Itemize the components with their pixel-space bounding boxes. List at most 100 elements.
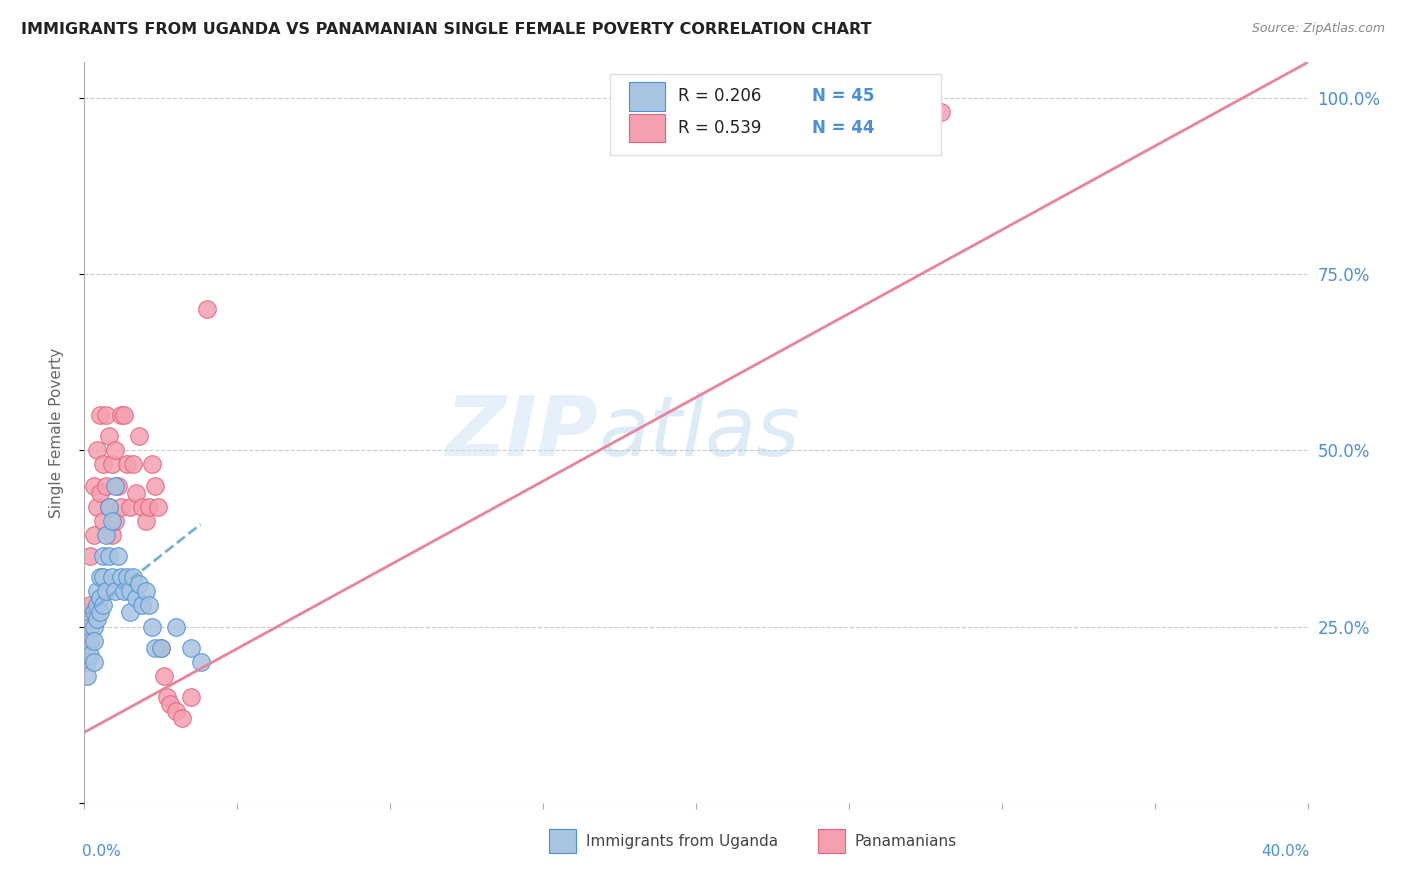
- Point: [104, 443, 127, 458]
- Point: [76, 669, 98, 683]
- Point: [146, 500, 169, 514]
- Point: [125, 591, 148, 606]
- Point: [112, 584, 135, 599]
- Text: Panamanians: Panamanians: [855, 834, 957, 849]
- Point: [159, 697, 181, 711]
- Point: [110, 500, 132, 514]
- Point: [89, 591, 111, 606]
- Point: [138, 599, 160, 613]
- Point: [180, 640, 202, 655]
- Point: [128, 429, 150, 443]
- Text: 40.0%: 40.0%: [1261, 844, 1310, 858]
- Point: [76, 655, 98, 669]
- Text: IMMIGRANTS FROM UGANDA VS PANAMANIAN SINGLE FEMALE POVERTY CORRELATION CHART: IMMIGRANTS FROM UGANDA VS PANAMANIAN SIN…: [21, 22, 872, 37]
- Point: [97, 500, 120, 514]
- Point: [97, 429, 120, 443]
- Point: [83, 528, 105, 542]
- Point: [94, 408, 117, 422]
- Point: [94, 478, 117, 492]
- Text: N = 45: N = 45: [813, 87, 875, 105]
- FancyBboxPatch shape: [628, 82, 665, 111]
- Point: [120, 500, 142, 514]
- Text: Immigrants from Uganda: Immigrants from Uganda: [586, 834, 778, 849]
- FancyBboxPatch shape: [610, 73, 941, 155]
- Text: N = 44: N = 44: [813, 119, 875, 136]
- Point: [110, 570, 132, 584]
- Point: [112, 408, 135, 422]
- Point: [125, 485, 148, 500]
- Point: [172, 711, 194, 725]
- Point: [91, 570, 114, 584]
- Text: R = 0.206: R = 0.206: [678, 87, 761, 105]
- Point: [91, 599, 114, 613]
- Point: [153, 669, 176, 683]
- Point: [107, 478, 129, 492]
- Point: [83, 655, 105, 669]
- Point: [79, 619, 101, 633]
- Point: [104, 478, 127, 492]
- Text: R = 0.539: R = 0.539: [678, 119, 761, 136]
- Point: [91, 458, 114, 472]
- Point: [94, 528, 117, 542]
- Point: [89, 485, 111, 500]
- Point: [165, 619, 187, 633]
- Point: [156, 690, 179, 704]
- Point: [76, 626, 98, 640]
- Point: [79, 599, 101, 613]
- Point: [79, 633, 101, 648]
- Point: [86, 443, 108, 458]
- Point: [91, 514, 114, 528]
- Point: [104, 584, 127, 599]
- Point: [141, 458, 163, 472]
- Point: [83, 633, 105, 648]
- Point: [86, 599, 108, 613]
- Point: [115, 458, 138, 472]
- Point: [122, 458, 145, 472]
- Point: [89, 570, 111, 584]
- Point: [131, 500, 153, 514]
- Text: ZIP: ZIP: [446, 392, 598, 473]
- Point: [89, 408, 111, 422]
- Point: [101, 570, 124, 584]
- Text: atlas: atlas: [598, 392, 800, 473]
- Point: [115, 570, 138, 584]
- Point: [135, 584, 157, 599]
- Point: [97, 549, 120, 563]
- FancyBboxPatch shape: [550, 830, 576, 853]
- FancyBboxPatch shape: [818, 830, 845, 853]
- FancyBboxPatch shape: [628, 113, 665, 142]
- Point: [83, 619, 105, 633]
- Point: [195, 302, 218, 317]
- Point: [76, 606, 98, 620]
- Point: [120, 606, 142, 620]
- Point: [83, 478, 105, 492]
- Point: [180, 690, 202, 704]
- Point: [104, 514, 127, 528]
- Point: [149, 640, 172, 655]
- Point: [929, 104, 952, 119]
- Point: [79, 648, 101, 662]
- Point: [143, 640, 166, 655]
- Point: [141, 619, 163, 633]
- Point: [131, 599, 153, 613]
- Point: [89, 606, 111, 620]
- Text: 0.0%: 0.0%: [82, 844, 121, 858]
- Point: [101, 458, 124, 472]
- Text: Source: ZipAtlas.com: Source: ZipAtlas.com: [1251, 22, 1385, 36]
- Y-axis label: Single Female Poverty: Single Female Poverty: [49, 348, 63, 517]
- Point: [86, 500, 108, 514]
- Point: [86, 584, 108, 599]
- Point: [138, 500, 160, 514]
- Point: [101, 528, 124, 542]
- Point: [101, 514, 124, 528]
- Point: [110, 408, 132, 422]
- Point: [165, 704, 187, 718]
- Point: [107, 549, 129, 563]
- Point: [120, 584, 142, 599]
- Point: [143, 478, 166, 492]
- Point: [86, 612, 108, 626]
- Point: [94, 584, 117, 599]
- Point: [190, 655, 212, 669]
- Point: [122, 570, 145, 584]
- Point: [149, 640, 172, 655]
